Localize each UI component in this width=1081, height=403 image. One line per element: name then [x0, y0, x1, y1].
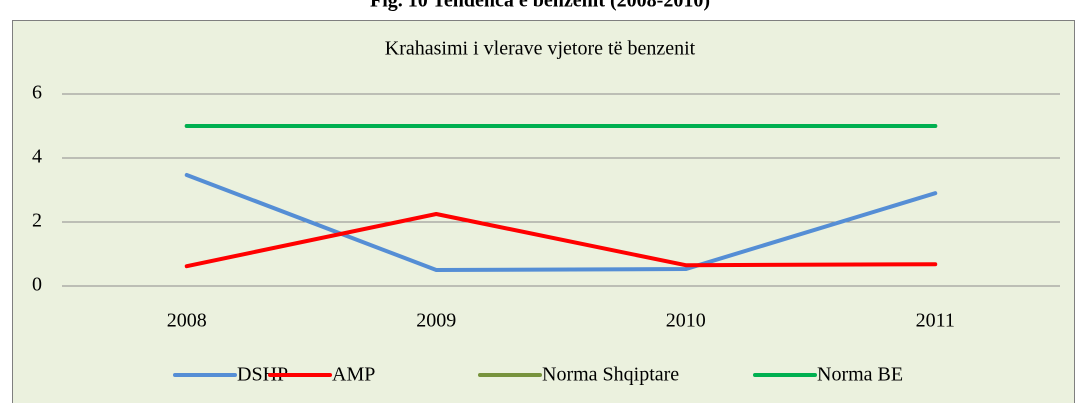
- y-tick-label: 4: [32, 146, 42, 168]
- chart-title: Krahasimi i vlerave vjetore të benzenit: [385, 38, 696, 60]
- figure-caption: Fig. 10 Tendenca e benzenit (2008-2010): [370, 0, 710, 12]
- legend-label: AMP: [332, 364, 375, 386]
- x-tick-label: 2008: [167, 310, 207, 332]
- x-tick-label: 2010: [666, 310, 706, 332]
- y-tick-label: 0: [32, 274, 42, 296]
- series-line: [184, 212, 938, 269]
- legend-label: Norma Shqiptare: [542, 364, 679, 386]
- y-tick-label: 2: [32, 210, 42, 232]
- legend-label: DSHP: [237, 364, 288, 386]
- x-tick-label: 2009: [416, 310, 456, 332]
- series-line: [184, 172, 938, 272]
- y-tick-label: 6: [32, 82, 42, 104]
- x-tick-label: 2011: [916, 310, 955, 332]
- chart-area: [12, 20, 1075, 403]
- legend-label: Norma BE: [817, 364, 903, 386]
